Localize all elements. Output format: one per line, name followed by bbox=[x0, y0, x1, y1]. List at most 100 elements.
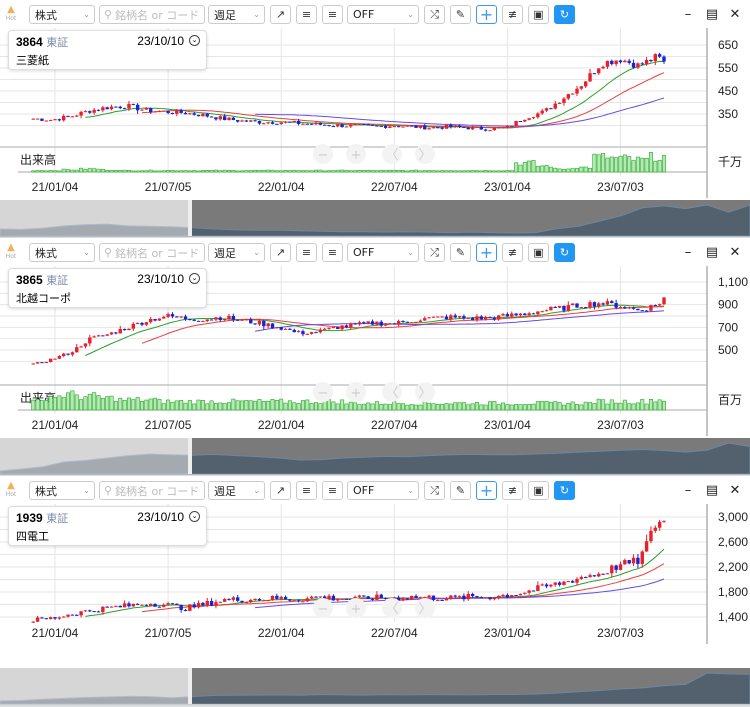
close-button[interactable]: ✕ bbox=[729, 7, 741, 22]
minimize-button[interactable]: – bbox=[684, 245, 692, 260]
draw-button[interactable]: ✎ bbox=[450, 5, 471, 24]
zoom-in-button[interactable]: + bbox=[351, 602, 362, 617]
nav-button-bg[interactable] bbox=[415, 144, 435, 164]
period-select[interactable]: 週足 ⌄ bbox=[208, 481, 265, 500]
restore-button[interactable]: ▤ bbox=[705, 483, 719, 498]
restore-button[interactable]: ▤ bbox=[705, 7, 719, 22]
expand-icon[interactable]: ⌄ bbox=[189, 35, 200, 46]
zoom-out-button[interactable]: − bbox=[318, 148, 329, 163]
align-right-button[interactable]: ≡ bbox=[322, 5, 343, 24]
hot-logo[interactable]: ▲ Hot bbox=[3, 5, 19, 24]
indicator-select[interactable]: OFF ⌄ bbox=[347, 5, 419, 24]
scroll-right-button[interactable]: 〉 bbox=[418, 386, 431, 401]
nav-button-bg[interactable] bbox=[415, 382, 435, 402]
trend-line-button[interactable]: ↗ bbox=[270, 243, 291, 262]
shuffle-button[interactable]: ⤮ bbox=[424, 481, 445, 500]
nav-button-bg[interactable] bbox=[313, 382, 333, 402]
align-left-button[interactable]: ≡ bbox=[296, 481, 317, 500]
scroll-left-button[interactable]: 〈 bbox=[385, 386, 398, 401]
nav-button-bg[interactable] bbox=[382, 382, 402, 402]
market-select[interactable]: 株式 ⌄ bbox=[29, 481, 95, 500]
candle bbox=[414, 124, 418, 129]
scroll-right-button[interactable]: 〉 bbox=[418, 148, 431, 163]
close-button[interactable]: ✕ bbox=[729, 245, 741, 260]
draw-button[interactable]: ✎ bbox=[450, 481, 471, 500]
nav-button-bg[interactable] bbox=[313, 598, 333, 618]
crosshair-button[interactable]: + bbox=[476, 5, 497, 24]
restore-button[interactable]: ▤ bbox=[705, 245, 719, 260]
refresh-button[interactable]: ↻ bbox=[554, 481, 575, 500]
nav-button-bg[interactable] bbox=[313, 144, 333, 164]
price-chart[interactable]: 21/01/04 21/07/05 22/01/04 22/07/04 23/01/04… bbox=[0, 0, 750, 238]
scroll-right-button[interactable]: 〉 bbox=[418, 602, 431, 617]
nav-button-bg[interactable] bbox=[346, 144, 366, 164]
symbol-search-input[interactable]: ⚲ 銘柄名 or コード bbox=[99, 481, 205, 500]
nav-button-bg[interactable] bbox=[415, 598, 435, 618]
candle bbox=[570, 579, 575, 583]
nav-button-bg[interactable] bbox=[346, 598, 366, 618]
trend-line-button[interactable]: ↗ bbox=[270, 481, 291, 500]
align-left-button[interactable]: ≡ bbox=[296, 5, 317, 24]
volume-bar bbox=[466, 170, 471, 173]
period-select[interactable]: 週足 ⌄ bbox=[208, 243, 265, 262]
candle bbox=[475, 126, 479, 128]
candle bbox=[597, 301, 601, 309]
volume-bar bbox=[505, 170, 510, 173]
hot-logo[interactable]: ▲ Hot bbox=[3, 243, 19, 262]
align-left-button[interactable]: ≡ bbox=[296, 243, 317, 262]
align-right-button[interactable]: ≡ bbox=[322, 481, 343, 500]
volume-bar bbox=[431, 170, 436, 173]
nav-button-bg[interactable] bbox=[346, 382, 366, 402]
chart-panel-3865: 21/01/04 21/07/05 22/01/04 22/07/04 23/01/04… bbox=[0, 238, 750, 476]
candle bbox=[205, 112, 209, 118]
symbol-search-input[interactable]: ⚲ 銘柄名 or コード bbox=[99, 5, 205, 24]
navigator-handle[interactable] bbox=[188, 668, 192, 704]
settings-button[interactable]: ≢ bbox=[502, 481, 523, 500]
close-button[interactable]: ✕ bbox=[729, 483, 741, 498]
zoom-out-button[interactable]: − bbox=[318, 602, 329, 617]
draw-button[interactable]: ✎ bbox=[450, 243, 471, 262]
crosshair-button[interactable]: + bbox=[476, 481, 497, 500]
candle bbox=[292, 600, 296, 602]
expand-icon[interactable]: ⌄ bbox=[189, 273, 200, 284]
indicator-select[interactable]: OFF ⌄ bbox=[347, 243, 419, 262]
symbol-search-input[interactable]: ⚲ 銘柄名 or コード bbox=[99, 243, 205, 262]
navigator-handle[interactable] bbox=[188, 438, 192, 474]
nav-button-bg[interactable] bbox=[382, 598, 402, 618]
hot-logo[interactable]: ▲ Hot bbox=[3, 481, 19, 500]
price-chart[interactable]: 21/01/04 21/07/05 22/01/04 22/07/04 23/01/04… bbox=[0, 238, 750, 476]
navigator-handle[interactable] bbox=[188, 200, 192, 236]
scroll-left-button[interactable]: 〈 bbox=[385, 602, 398, 617]
settings-button[interactable]: ≢ bbox=[502, 243, 523, 262]
period-select[interactable]: 週足 ⌄ bbox=[208, 5, 265, 24]
screenshot-button[interactable]: ▣ bbox=[528, 481, 549, 500]
zoom-in-button[interactable]: + bbox=[351, 148, 362, 163]
minimize-button[interactable]: – bbox=[684, 7, 692, 22]
nav-button-bg[interactable] bbox=[382, 144, 402, 164]
scroll-left-button[interactable]: 〈 bbox=[385, 148, 398, 163]
candle bbox=[301, 329, 305, 337]
settings-button[interactable]: ≢ bbox=[502, 5, 523, 24]
screenshot-button[interactable]: ▣ bbox=[528, 5, 549, 24]
zoom-out-button[interactable]: − bbox=[318, 386, 329, 401]
market-select[interactable]: 株式 ⌄ bbox=[29, 243, 95, 262]
refresh-button[interactable]: ↻ bbox=[554, 5, 575, 24]
crosshair-button[interactable]: + bbox=[476, 243, 497, 262]
align-right-button[interactable]: ≡ bbox=[322, 243, 343, 262]
shuffle-button[interactable]: ⤮ bbox=[424, 243, 445, 262]
expand-icon[interactable]: ⌄ bbox=[189, 511, 200, 522]
market-select[interactable]: 株式 ⌄ bbox=[29, 5, 95, 24]
candle bbox=[514, 312, 518, 317]
screenshot-button[interactable]: ▣ bbox=[528, 243, 549, 262]
price-chart[interactable]: 21/01/04 21/07/05 22/01/04 22/07/04 23/01/04… bbox=[0, 476, 750, 707]
zoom-in-button[interactable]: + bbox=[351, 386, 362, 401]
candle bbox=[222, 318, 227, 322]
trend-line-button[interactable]: ↗ bbox=[270, 5, 291, 24]
volume-bar bbox=[661, 155, 666, 173]
candle bbox=[75, 344, 79, 353]
candle bbox=[327, 327, 331, 330]
indicator-select[interactable]: OFF ⌄ bbox=[347, 481, 419, 500]
shuffle-button[interactable]: ⤮ bbox=[424, 5, 445, 24]
minimize-button[interactable]: – bbox=[684, 483, 692, 498]
refresh-button[interactable]: ↻ bbox=[554, 243, 575, 262]
